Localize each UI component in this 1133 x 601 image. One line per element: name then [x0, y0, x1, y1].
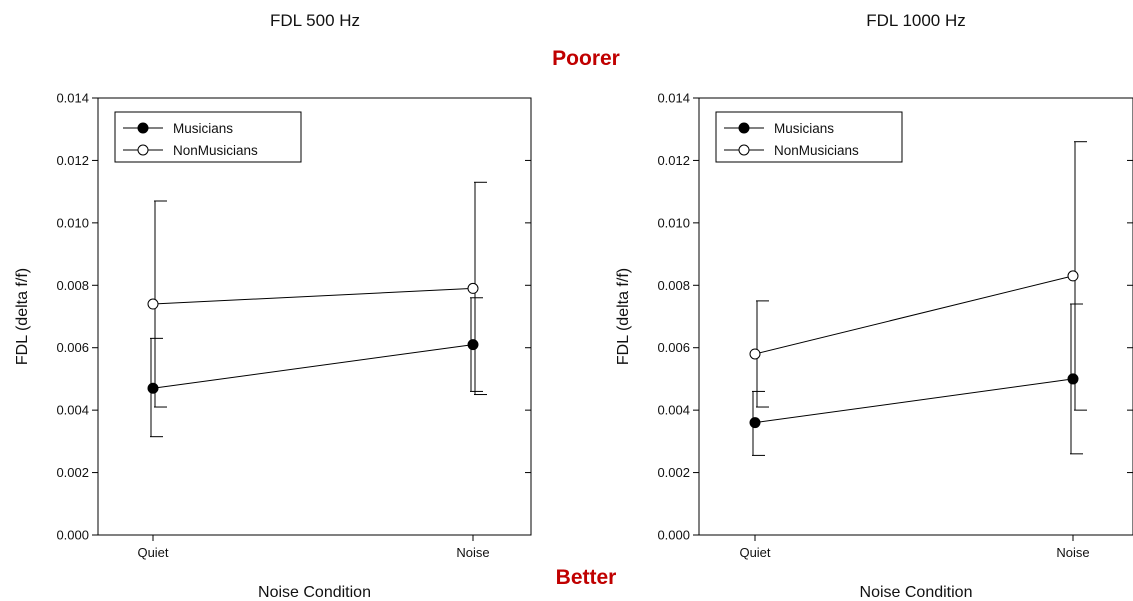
data-point [1067, 270, 1079, 282]
y-tick-label: 0.012 [657, 153, 690, 168]
chart-title: FDL 1000 Hz [866, 11, 966, 30]
plot-frame [698, 97, 1133, 536]
x-tick-label: Quiet [739, 545, 770, 560]
annotation-better: Better [556, 566, 617, 589]
legend-label: NonMusicians [173, 143, 258, 158]
y-tick-label: 0.000 [56, 528, 89, 543]
chart-title: FDL 500 Hz [270, 11, 360, 30]
x-tick-label: Quiet [137, 545, 168, 560]
y-tick-label: 0.004 [657, 403, 690, 418]
y-tick-label: 0.006 [657, 340, 690, 355]
y-tick-label: 0.014 [657, 91, 690, 106]
y-tick-label: 0.006 [56, 340, 89, 355]
legend-marker [137, 144, 149, 156]
plot-frame [97, 97, 532, 536]
legend-marker [137, 122, 149, 134]
legend: Musicians NonMusicians [715, 111, 903, 163]
x-tick-label: Noise [1056, 545, 1089, 560]
data-point [467, 339, 479, 351]
legend: Musicians NonMusicians [114, 111, 302, 163]
data-point [1067, 373, 1079, 385]
y-tick-label: 0.014 [56, 91, 89, 106]
legend-label: Musicians [774, 121, 834, 136]
series-line [152, 287, 474, 305]
series-nonmusicians [749, 141, 1087, 411]
series-line [152, 344, 474, 389]
series-line [754, 275, 1074, 355]
y-tick-label: 0.008 [56, 278, 89, 293]
y-tick-label: 0.008 [657, 278, 690, 293]
series-nonmusicians [147, 181, 487, 408]
chart-fdl-500: FDL 500 Hz 0.000 0.002 0.004 0.006 0.008 0.010… [14, 11, 532, 601]
series-musicians [749, 303, 1083, 456]
legend-label: NonMusicians [774, 143, 859, 158]
series-musicians [147, 297, 483, 438]
data-point [147, 298, 159, 310]
y-tick-label: 0.004 [56, 403, 89, 418]
data-point [147, 382, 159, 394]
y-tick-label: 0.000 [657, 528, 690, 543]
y-axis-label: FDL (delta f/f) [14, 268, 31, 365]
data-point [467, 282, 479, 294]
y-tick-label: 0.010 [56, 215, 89, 230]
annotation-poorer: Poorer [552, 47, 620, 70]
y-tick-label: 0.010 [657, 215, 690, 230]
x-axis-label: Noise Condition [860, 584, 973, 601]
y-tick-label: 0.012 [56, 153, 89, 168]
legend-marker [738, 144, 750, 156]
data-point [749, 417, 761, 429]
y-tick-label: 0.002 [56, 465, 89, 480]
data-point [749, 348, 761, 360]
chart-fdl-1000: FDL 1000 Hz 0.000 0.002 0.004 0.006 0.008 0.01… [615, 11, 1133, 601]
series-line [754, 378, 1074, 424]
legend-marker [738, 122, 750, 134]
x-tick-label: Noise [456, 545, 489, 560]
y-axis-label: FDL (delta f/f) [615, 268, 632, 365]
x-axis-label: Noise Condition [258, 584, 371, 601]
y-tick-label: 0.002 [657, 465, 690, 480]
legend-label: Musicians [173, 121, 233, 136]
